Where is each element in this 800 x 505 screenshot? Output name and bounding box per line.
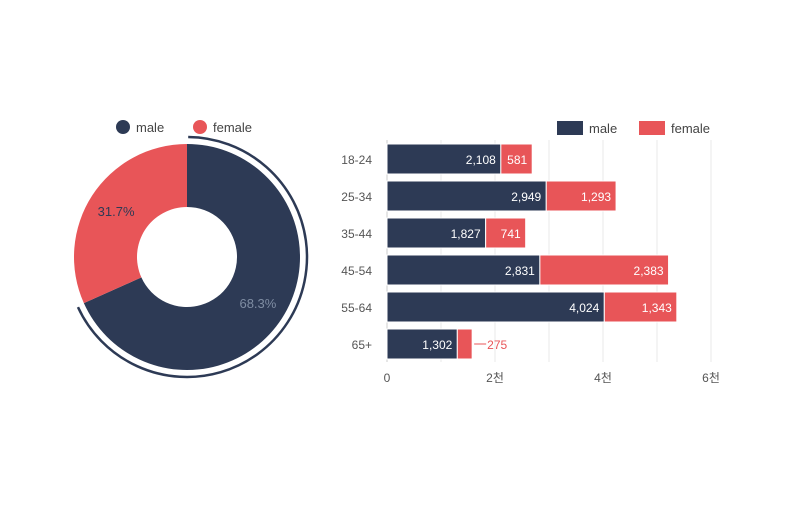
bar-value-label-male: 2,108	[466, 153, 496, 167]
donut-chart: male female 68.3% 31.7%	[74, 120, 309, 379]
legend-marker-female	[193, 120, 207, 134]
legend-label-male: male	[136, 120, 164, 135]
bar-segment-female	[603, 291, 678, 323]
bar-value-label-female: 2,383	[634, 264, 664, 278]
bar-row: 18-24 2,108 581	[341, 143, 533, 175]
bar-row: 25-34 2,949 1,293	[341, 180, 617, 212]
bar-gridlines	[440, 140, 712, 362]
bar-segment-female	[500, 143, 533, 175]
bar-segment-male	[386, 254, 541, 286]
bar-legend: male female	[557, 121, 710, 136]
category-label: 25-34	[341, 190, 372, 204]
bar-value-label-male: 2,949	[511, 190, 541, 204]
bar-value-label-female: 1,343	[642, 301, 672, 315]
stacked-bar-chart: male female 18-24 2,108 581 25-34 2,949 1,293 35…	[341, 121, 720, 385]
x-tick-label: 2천	[486, 370, 504, 385]
donut-highlight-arc	[76, 135, 309, 379]
category-label: 45-54	[341, 264, 372, 278]
bar-row: 55-64 4,024 1,343	[341, 291, 678, 323]
bar-value-label-female: 1,293	[581, 190, 611, 204]
bar-segment-female	[539, 254, 670, 286]
legend-label-female: female	[213, 120, 252, 135]
bar-segment-male	[386, 328, 458, 360]
bar-segment-female	[456, 328, 473, 360]
donut-label-male: 68.3%	[239, 296, 276, 311]
donut-slice-female	[74, 144, 187, 304]
bar-legend-label-male: male	[589, 121, 617, 136]
x-tick-label: 4천	[594, 370, 612, 385]
bar-row: 65+ 1,302 275	[352, 328, 508, 360]
donut-label-female: 31.7%	[98, 204, 135, 219]
bar-legend-label-female: female	[671, 121, 710, 136]
bar-value-label-male: 2,831	[505, 264, 535, 278]
category-label: 35-44	[341, 227, 372, 241]
bar-row: 45-54 2,831 2,383	[341, 254, 670, 286]
bar-segment-female	[485, 217, 527, 249]
bar-value-label-male: 1,827	[451, 227, 481, 241]
bar-value-label-female: 581	[507, 153, 527, 167]
bar-row: 35-44 1,827 741	[341, 217, 527, 249]
bar-value-label-female: 741	[501, 227, 521, 241]
bar-segment-male	[386, 291, 605, 323]
x-tick-label: 0	[384, 371, 391, 385]
bar-segment-male	[386, 217, 487, 249]
legend-marker-male	[116, 120, 130, 134]
donut-slice-male	[83, 144, 301, 370]
bar-value-label-male: 1,302	[422, 338, 452, 352]
category-label: 65+	[352, 338, 372, 352]
x-tick-label: 6천	[702, 370, 720, 385]
bar-value-label-male: 4,024	[569, 301, 599, 315]
category-label: 55-64	[341, 301, 372, 315]
bar-legend-swatch-female	[639, 121, 665, 135]
x-axis-ticks: 0 2천 4천 6천	[384, 370, 720, 385]
bar-segment-female	[545, 180, 617, 212]
donut-legend: male female	[116, 120, 252, 135]
bar-segment-male	[386, 180, 547, 212]
bar-value-label-female: 275	[487, 338, 507, 352]
category-label: 18-24	[341, 153, 372, 167]
bar-legend-swatch-male	[557, 121, 583, 135]
